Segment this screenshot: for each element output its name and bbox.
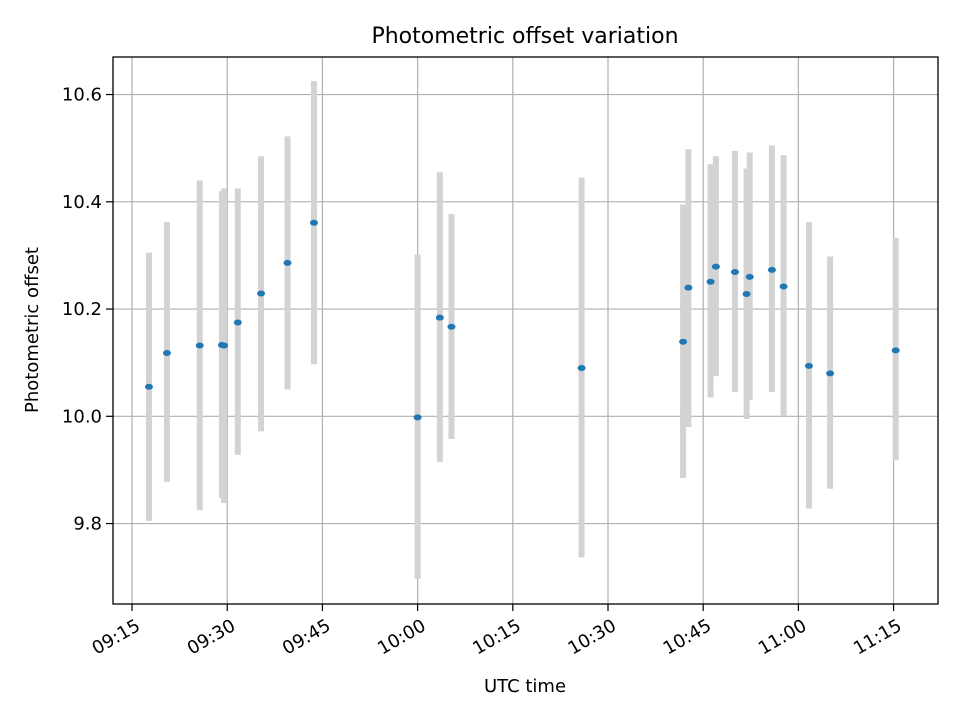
- y-tick-label: 10.2: [62, 299, 102, 320]
- y-axis-ticks: 9.8 10.0 10.2 10.4 10.6: [62, 85, 113, 535]
- data-point: [730, 269, 739, 276]
- grid-lines: [113, 57, 938, 604]
- y-tick-label: 10.6: [62, 85, 102, 106]
- data-point: [577, 365, 586, 372]
- data-point: [745, 273, 754, 280]
- data-point: [220, 342, 229, 349]
- y-tick-label: 10.4: [62, 192, 102, 213]
- data-point: [144, 383, 153, 390]
- data-point: [711, 263, 720, 270]
- data-point: [309, 219, 318, 226]
- data-point: [767, 266, 776, 273]
- data-point: [679, 338, 688, 345]
- x-tick-label: 09:45: [279, 615, 334, 659]
- data-point: [706, 278, 715, 285]
- x-tick-label: 09:15: [89, 615, 144, 659]
- data-point: [826, 370, 835, 377]
- data-point: [742, 291, 751, 298]
- x-tick-label: 09:30: [184, 615, 239, 659]
- data-point: [804, 362, 813, 369]
- x-tick-label: 10:45: [660, 615, 715, 659]
- y-tick-label: 9.8: [73, 514, 102, 535]
- data-point: [233, 319, 242, 326]
- data-point: [283, 259, 292, 266]
- data-point: [684, 284, 693, 291]
- error-bars: [145, 81, 899, 579]
- chart-title: Photometric offset variation: [371, 24, 678, 49]
- x-tick-label: 11:15: [850, 615, 905, 659]
- x-tick-label: 10:30: [564, 615, 619, 659]
- x-tick-label: 10:15: [469, 615, 524, 659]
- data-point: [257, 290, 266, 297]
- data-point: [162, 350, 171, 357]
- y-axis-label: Photometric offset: [22, 247, 43, 413]
- data-point: [891, 347, 900, 354]
- data-point: [195, 342, 204, 349]
- data-point: [779, 283, 788, 290]
- x-axis-label: UTC time: [484, 676, 566, 697]
- data-points: [144, 219, 900, 421]
- x-axis-ticks: 09:15 09:30 09:45 10:00 10:15 10:30 10:45 11:00…: [89, 604, 905, 659]
- data-point: [447, 323, 456, 330]
- x-tick-label: 11:00: [755, 615, 810, 659]
- plot-frame: [112, 56, 939, 605]
- x-tick-label: 10:00: [374, 615, 429, 659]
- data-point: [435, 314, 444, 321]
- y-tick-label: 10.0: [62, 406, 102, 427]
- data-point: [413, 414, 422, 421]
